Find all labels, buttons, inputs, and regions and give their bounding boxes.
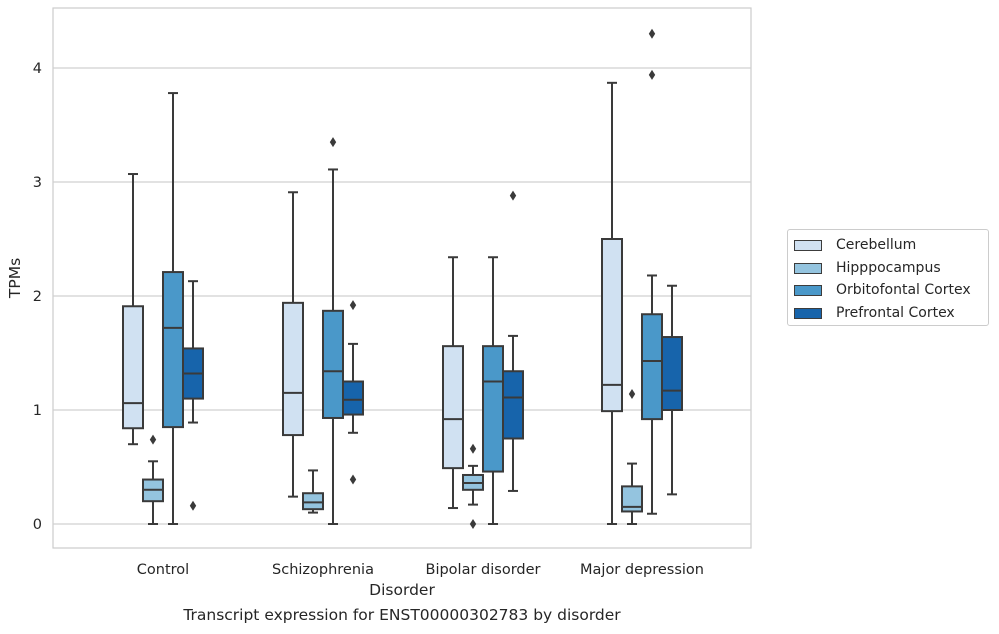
box-iqr <box>601 238 623 413</box>
y-tick-labels: 0 1 2 3 4 <box>33 61 42 533</box>
box-iqr <box>302 492 324 511</box>
legend-label: Orbitofontal Cortex <box>836 282 971 298</box>
x-tick-label: Major depression <box>580 562 704 578</box>
y-tick-label: 3 <box>33 175 42 191</box>
box-2-3 <box>502 190 524 492</box>
y-tick-label: 0 <box>33 517 42 533</box>
box-0-3 <box>182 280 204 511</box>
box-group <box>122 28 683 529</box>
legend-swatch <box>794 239 822 251</box>
outlier-point <box>329 137 337 148</box>
legend-label: Hipppocampus <box>836 260 941 276</box>
outlier-point <box>509 190 517 201</box>
box-1-2 <box>322 137 344 525</box>
legend-swatch <box>794 307 822 319</box>
legend-label: Cerebellum <box>836 237 917 253</box>
box-2-0 <box>442 256 464 510</box>
outlier-point <box>469 519 477 529</box>
box-0-2 <box>162 92 184 525</box>
x-tick-label: Schizophrenia <box>272 562 374 578</box>
legend-swatch <box>794 262 822 274</box>
legend-item-hippocampus: Hipppocampus <box>794 258 941 278</box>
box-1-1 <box>302 469 324 514</box>
box-3-0 <box>601 81 623 525</box>
box-2-1 <box>462 443 484 529</box>
y-axis-label: TPMs <box>6 258 24 299</box>
outlier-point <box>469 443 477 454</box>
outlier-point <box>628 389 636 400</box>
box-3-3 <box>661 284 683 496</box>
box-0-1 <box>142 434 164 525</box>
x-tick-label: Control <box>137 562 189 578</box>
x-tick-label: Bipolar disorder <box>426 562 541 578</box>
x-axis-label: Disorder <box>369 581 435 599</box>
box-iqr <box>322 309 344 419</box>
outlier-point <box>349 474 357 485</box>
box-3-1 <box>621 389 643 525</box>
box-0-0 <box>122 173 144 446</box>
box-iqr <box>442 345 464 470</box>
box-iqr <box>661 336 683 412</box>
box-iqr <box>641 313 663 421</box>
box-iqr <box>282 301 304 437</box>
outlier-point <box>648 69 656 80</box>
outlier-point <box>648 28 656 39</box>
y-tick-label: 1 <box>33 403 42 419</box>
legend-item-orbitofrontal-cortex: Orbitofontal Cortex <box>794 280 971 300</box>
legend-item-prefrontal-cortex: Prefrontal Cortex <box>794 303 955 323</box>
chart-title: Transcript expression for ENST0000030278… <box>183 606 621 624</box>
legend-item-cerebellum: Cerebellum <box>794 235 916 255</box>
box-iqr <box>342 380 364 416</box>
y-tick-label: 2 <box>33 289 42 305</box>
legend-label: Prefrontal Cortex <box>836 305 955 321</box>
outlier-point <box>149 434 157 445</box>
x-tick-labels: Control Schizophrenia Bipolar disorder Majo… <box>137 562 704 578</box>
legend-swatch <box>794 284 822 296</box>
box-1-0 <box>282 191 304 498</box>
box-iqr <box>162 271 184 429</box>
box-iqr <box>482 345 504 473</box>
box-1-3 <box>342 300 364 485</box>
box-iqr <box>621 485 643 513</box>
plot-area <box>52 7 752 549</box>
legend: Cerebellum Hipppocampus Orbitofontal Cor… <box>787 229 989 326</box>
outlier-point <box>189 500 197 511</box>
box-iqr <box>502 370 524 440</box>
box-iqr <box>122 305 144 430</box>
y-tick-label: 4 <box>33 61 42 77</box>
outlier-point <box>349 300 357 311</box>
